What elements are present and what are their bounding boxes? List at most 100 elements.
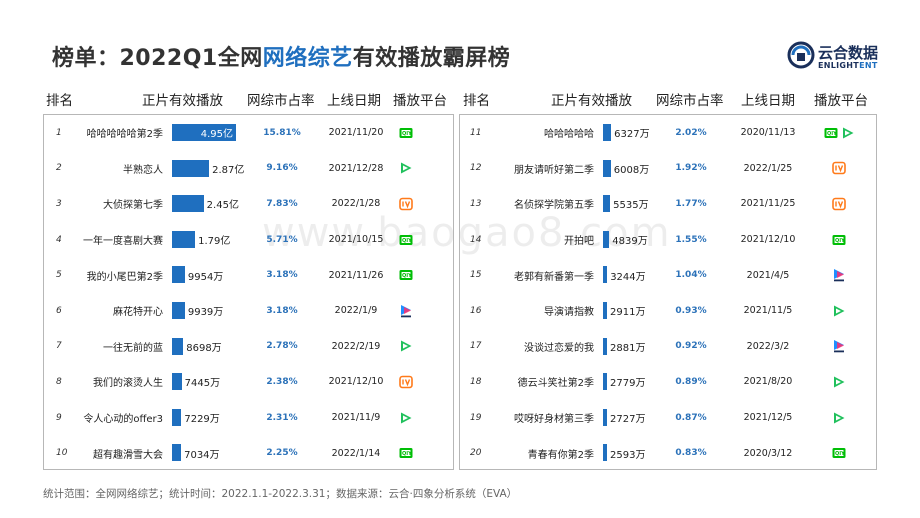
- platform-cell: iQIY: [389, 257, 423, 293]
- plays-bar: [603, 266, 608, 284]
- platform-cell: iQIY: [389, 222, 423, 258]
- launch-date: 2021/8/20: [743, 376, 793, 388]
- plays-value: 7229万: [184, 414, 220, 426]
- table-row: 10 超有趣滑雪大会 7034万 2.25% 2022/1/14 iQIY: [44, 435, 453, 471]
- market-share: 15.81%: [263, 127, 301, 138]
- plays-bar: [172, 373, 182, 391]
- svg-text:iQIY: iQIY: [825, 131, 837, 137]
- svg-text:iQIY: iQIY: [833, 238, 845, 244]
- table-row: 8 我们的滚烫人生 7445万 2.38% 2021/12/10: [44, 364, 453, 400]
- table-row: 5 我的小尾巴第2季 9954万 3.18% 2021/11/26 iQIY: [44, 257, 453, 293]
- market-share: 1.04%: [675, 270, 707, 281]
- ranking-panel-right: 11 哈哈哈哈哈 6327万 2.02% 2020/11/13 iQIY 12 朋友请听好第二…: [459, 114, 877, 470]
- launch-date: 2021/12/10: [740, 234, 796, 246]
- table-row: 12 朋友请听好第二季 6008万 1.92% 2022/1/25: [460, 151, 876, 187]
- table-row: 18 德云斗笑社第2季 2779万 0.89% 2021/8/20: [460, 364, 876, 400]
- svg-text:iQIY: iQIY: [400, 451, 412, 457]
- header-rank-left: 排名: [46, 93, 73, 109]
- launch-date: 2022/1/28: [331, 198, 381, 210]
- table-row: 4 一年一度喜剧大赛 1.79亿 5.71% 2021/10/15 iQIY: [44, 222, 453, 258]
- plays-value: 2779万: [610, 378, 646, 390]
- mango-icon: [832, 197, 846, 211]
- mango-icon: [399, 197, 413, 211]
- ranking-panel-left: 1 哈哈哈哈哈第2季 4.95亿 15.81% 2021/11/20 iQIY 2 半熟恋人 2…: [43, 114, 454, 470]
- market-share: 1.92%: [675, 163, 707, 174]
- plays-value: 4.95亿: [200, 129, 233, 141]
- launch-date: 2021/11/9: [331, 412, 381, 424]
- launch-date: 2021/11/20: [328, 127, 384, 139]
- launch-date: 2021/10/15: [328, 234, 384, 246]
- market-share: 0.89%: [675, 376, 707, 387]
- platform-cell: [818, 151, 860, 187]
- header-share-right: 网综市占率: [656, 93, 724, 109]
- table-row: 17 没谈过恋爱的我 2881万 0.92% 2022/3/2: [460, 329, 876, 365]
- plays-bar: [603, 124, 612, 141]
- rank-number: 19: [470, 412, 482, 423]
- platform-cell: [389, 364, 423, 400]
- rank-number: 20: [470, 448, 482, 459]
- market-share: 0.83%: [675, 448, 707, 459]
- header-date-right: 上线日期: [741, 93, 795, 109]
- platform-cell: iQIY: [818, 435, 860, 471]
- tencent-icon: [832, 304, 846, 318]
- show-name: 一往无前的蓝: [103, 342, 163, 354]
- header-plays-left: 正片有效播放: [142, 93, 223, 109]
- svg-text:iQIY: iQIY: [400, 273, 412, 279]
- launch-date: 2022/3/2: [746, 340, 790, 352]
- plays-bar: [172, 230, 196, 248]
- plays-value: 4839万: [612, 236, 648, 248]
- iqiyi-icon: iQIY: [399, 126, 413, 140]
- show-name: 青春有你第2季: [527, 449, 594, 461]
- rank-number: 5: [56, 270, 62, 281]
- platform-cell: [818, 400, 860, 436]
- header-rank-right: 排名: [463, 93, 490, 109]
- header-plays-right: 正片有效播放: [551, 93, 632, 109]
- plays-bar: [172, 408, 182, 426]
- show-name: 哈哈哈哈哈: [544, 129, 594, 141]
- youku-icon: [832, 268, 846, 282]
- rank-number: 2: [56, 163, 62, 174]
- table-row: 16 导演请指教 2911万 0.93% 2021/11/5: [460, 293, 876, 329]
- mango-icon: [832, 161, 846, 175]
- plays-bar: [603, 302, 607, 319]
- table-row: 11 哈哈哈哈哈 6327万 2.02% 2020/11/13 iQIY: [460, 115, 876, 151]
- plays-bar: [603, 408, 607, 426]
- logo-name-en-a: ENLIGHT: [818, 61, 860, 70]
- plays-bar: [603, 444, 607, 462]
- plays-value: 2.45亿: [206, 200, 239, 212]
- plays-bar: [172, 444, 182, 462]
- show-name: 我们的滚烫人生: [93, 378, 163, 390]
- platform-cell: [389, 400, 423, 436]
- plays-value: 9939万: [187, 307, 224, 319]
- header-platform-left: 播放平台: [393, 93, 447, 109]
- svg-text:iQIY: iQIY: [400, 238, 412, 244]
- rank-number: 15: [470, 270, 482, 281]
- table-row: 6 麻花特开心 9939万 3.18% 2022/1/9: [44, 293, 453, 329]
- rank-number: 9: [56, 412, 62, 423]
- rank-number: 18: [470, 376, 482, 387]
- platform-cell: [818, 257, 860, 293]
- launch-date: 2021/12/28: [328, 162, 384, 174]
- show-name: 朋友请听好第二季: [514, 164, 594, 176]
- show-name: 大侦探第七季: [103, 200, 163, 212]
- market-share: 2.38%: [266, 376, 298, 387]
- launch-date: 2022/1/25: [743, 162, 793, 174]
- plays-bar: [172, 302, 185, 319]
- tencent-icon: [832, 375, 846, 389]
- table-row: 9 令人心动的offer3 7229万 2.31% 2021/11/9: [44, 400, 453, 436]
- rank-number: 10: [56, 448, 68, 459]
- logo-name-cn: 云合数据: [818, 44, 879, 62]
- rank-number: 14: [470, 234, 482, 245]
- page-title: 榜单：2022Q1全网网络综艺有效播放霸屏榜: [52, 40, 510, 72]
- tencent-icon: [399, 161, 413, 175]
- table-row: 13 名侦探学院第五季 5535万 1.77% 2021/11/25: [460, 186, 876, 222]
- mango-icon: [399, 375, 413, 389]
- table-row: 1 哈哈哈哈哈第2季 4.95亿 15.81% 2021/11/20 iQIY: [44, 115, 453, 151]
- platform-cell: [818, 329, 860, 365]
- plays-value: 2593万: [610, 449, 646, 461]
- logo-name-en: ENLIGHTENT: [818, 61, 878, 70]
- show-name: 麻花特开心: [113, 307, 163, 319]
- show-name: 哈哈哈哈哈第2季: [86, 129, 163, 141]
- youku-icon: [832, 339, 846, 353]
- market-share: 9.16%: [266, 163, 298, 174]
